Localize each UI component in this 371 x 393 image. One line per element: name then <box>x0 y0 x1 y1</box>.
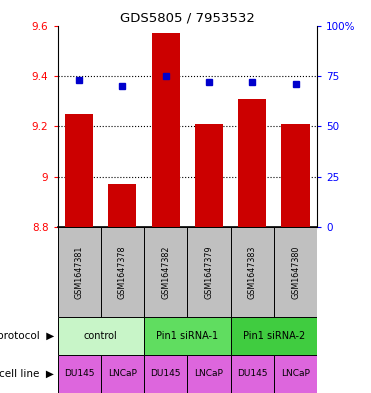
Bar <box>101 227 144 317</box>
Title: GDS5805 / 7953532: GDS5805 / 7953532 <box>120 11 255 24</box>
Bar <box>58 317 144 355</box>
Bar <box>231 227 274 317</box>
Bar <box>65 114 93 227</box>
Bar <box>152 33 180 227</box>
Text: GSM1647378: GSM1647378 <box>118 245 127 299</box>
Text: LNCaP: LNCaP <box>281 369 310 378</box>
Text: GSM1647380: GSM1647380 <box>291 245 300 299</box>
Bar <box>282 124 310 227</box>
Bar <box>108 184 137 227</box>
Text: LNCaP: LNCaP <box>108 369 137 378</box>
Text: GSM1647383: GSM1647383 <box>248 245 257 299</box>
Text: GSM1647379: GSM1647379 <box>204 245 213 299</box>
Text: Pin1 siRNA-1: Pin1 siRNA-1 <box>156 331 219 341</box>
Text: Pin1 siRNA-2: Pin1 siRNA-2 <box>243 331 305 341</box>
Text: DU145: DU145 <box>237 369 267 378</box>
Text: DU145: DU145 <box>64 369 94 378</box>
Text: GSM1647382: GSM1647382 <box>161 245 170 299</box>
Bar <box>58 227 101 317</box>
Bar <box>231 317 317 355</box>
Bar <box>144 317 231 355</box>
Text: GSM1647381: GSM1647381 <box>75 245 83 299</box>
Bar <box>274 355 317 393</box>
Bar <box>231 355 274 393</box>
Text: protocol  ▶: protocol ▶ <box>0 331 54 341</box>
Bar <box>58 355 101 393</box>
Bar <box>144 355 187 393</box>
Bar <box>274 227 317 317</box>
Bar <box>101 355 144 393</box>
Text: DU145: DU145 <box>151 369 181 378</box>
Bar <box>187 355 231 393</box>
Text: LNCaP: LNCaP <box>194 369 223 378</box>
Bar <box>187 227 231 317</box>
Bar <box>238 99 266 227</box>
Text: cell line  ▶: cell line ▶ <box>0 369 54 379</box>
Bar <box>144 227 187 317</box>
Bar <box>195 124 223 227</box>
Text: control: control <box>84 331 118 341</box>
